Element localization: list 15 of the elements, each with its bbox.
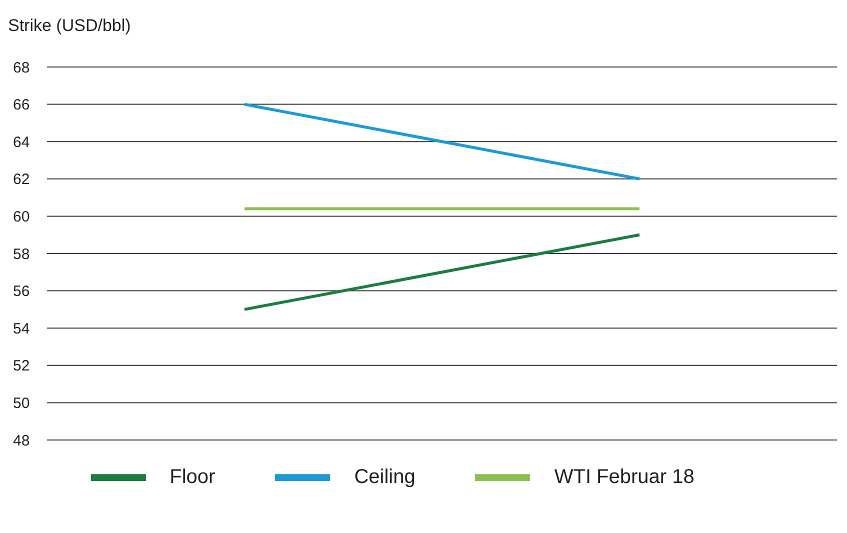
y-tick-label: 56 (13, 283, 30, 300)
y-tick-label: 52 (13, 358, 30, 375)
y-tick-label: 58 (13, 246, 30, 263)
legend-label: Floor (170, 466, 216, 488)
y-tick-label: 68 (13, 59, 30, 76)
y-tick-label: 66 (13, 96, 30, 114)
y-tick-label: 64 (13, 134, 30, 151)
y-tick-label: 60 (13, 208, 30, 226)
y-tick-label: 54 (13, 320, 30, 338)
y-tick-label: 48 (13, 432, 30, 450)
y-axis-title: Strike (USD/bbl) (8, 16, 131, 36)
y-tick-label: 62 (13, 171, 30, 188)
y-tick-label: 50 (13, 395, 30, 412)
legend-label: Ceiling (354, 466, 416, 488)
legend-label: WTI Februar 18 (554, 466, 694, 488)
